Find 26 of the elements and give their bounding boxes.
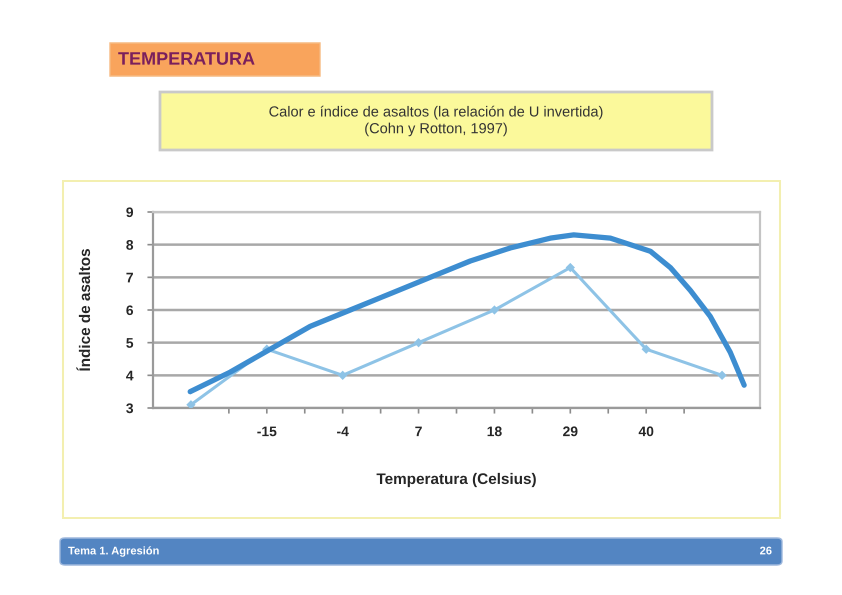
x-tick-label: 18	[488, 426, 502, 436]
point	[642, 344, 651, 354]
chart-title: TEMPERATURA	[118, 52, 255, 65]
x-tick-label: 29	[563, 426, 578, 436]
chart-subtitle: Calor e índice de asaltos (la relación de U invertida) (Cohn y Rotton, 1997)	[269, 106, 602, 136]
point	[718, 370, 727, 380]
x-tick-label: 7	[415, 426, 422, 436]
y-tick-label: 8	[126, 240, 134, 250]
x-axis-title: Temperatura (Celsius)	[376, 472, 536, 488]
point	[414, 338, 424, 348]
x-tick-label: -4	[337, 426, 349, 436]
y-axis-title: Índice de asaltos	[76, 249, 90, 371]
y-tick-label: 9	[126, 207, 134, 218]
point	[186, 400, 196, 408]
text: Tema 1. Agresión	[68, 546, 159, 557]
y-tick-label: 5	[126, 338, 134, 348]
y-tick-label: 4	[126, 370, 134, 380]
x-tick-label: 40	[638, 426, 654, 436]
y-tick-label: 7	[126, 272, 133, 282]
y-tick-label: 3	[126, 403, 134, 414]
y-tick-label: 6	[126, 305, 134, 316]
point	[338, 370, 348, 380]
point	[490, 306, 499, 314]
x-tick-label: -15	[257, 426, 276, 436]
point	[566, 263, 575, 272]
text: 26	[760, 546, 772, 554]
